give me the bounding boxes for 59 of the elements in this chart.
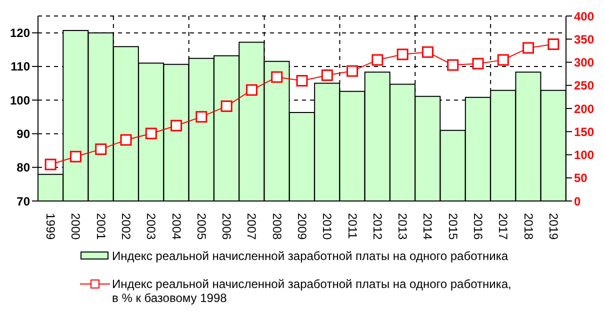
point <box>422 46 434 58</box>
point <box>120 134 132 146</box>
x-tick-label: 2013 <box>396 213 410 240</box>
point <box>145 128 157 140</box>
y2-tick-label: 350 <box>574 32 594 46</box>
x-tick-label: 2017 <box>496 213 510 240</box>
y-tick-label: 100 <box>10 93 30 108</box>
y-tick-label: 70 <box>16 194 30 208</box>
y2-tick-label: 150 <box>574 124 594 139</box>
x-tick-label: 2000 <box>68 213 83 240</box>
point <box>170 120 182 132</box>
x-tick-label: 2011 <box>345 213 360 240</box>
y-tick-label: 110 <box>10 60 30 74</box>
y-tick-label: 120 <box>10 26 30 40</box>
y-tick-label: 80 <box>16 160 30 175</box>
x-tick-label: 2008 <box>270 213 284 240</box>
point <box>296 75 308 86</box>
point <box>44 158 56 170</box>
point <box>271 71 283 83</box>
point <box>548 38 560 50</box>
x-tick-label: 2018 <box>521 213 536 240</box>
y2-tick-label: 400 <box>574 9 594 24</box>
x-tick-label: 2012 <box>370 213 384 240</box>
x-tick-label: 2005 <box>194 213 208 240</box>
point <box>246 84 258 96</box>
x-tick-label: 2019 <box>546 213 560 240</box>
x-tick-label: 2004 <box>169 213 184 240</box>
point <box>196 111 208 123</box>
point <box>497 54 509 66</box>
point <box>472 58 484 70</box>
y2-tick-label: 200 <box>574 102 594 116</box>
point <box>396 48 408 60</box>
point <box>346 65 358 77</box>
x-tick-label: 2016 <box>471 213 485 240</box>
x-tick-label: 1999 <box>44 213 58 240</box>
legend-label: Индекс реальной начисленной заработной платы на одного работника <box>112 249 508 263</box>
y2-tick-label: 250 <box>574 78 594 93</box>
x-tick-label: 2009 <box>295 213 309 240</box>
x-tick-label: 2010 <box>320 213 334 240</box>
y2-tick-label: 50 <box>574 171 588 186</box>
y-tick-label: 90 <box>16 126 30 141</box>
point <box>447 59 459 71</box>
point <box>95 143 107 155</box>
point <box>220 100 232 112</box>
point <box>522 42 534 54</box>
point <box>321 69 333 81</box>
x-tick-label: 2007 <box>244 213 259 240</box>
x-tick-label: 2001 <box>94 213 108 240</box>
x-tick-label: 2015 <box>446 213 460 240</box>
y2-tick-label: 100 <box>574 148 594 162</box>
legend-label: Индекс реальной начисленной заработной платы на одного работника, в % к базовому 1998 <box>112 277 512 305</box>
point <box>372 54 384 66</box>
x-tick-label: 2006 <box>220 213 234 240</box>
y2-tick-label: 300 <box>574 56 594 70</box>
x-tick-label: 2014 <box>420 213 435 240</box>
point <box>70 150 82 162</box>
x-tick-label: 2003 <box>144 213 158 240</box>
y2-tick-label: 0 <box>574 194 581 208</box>
x-tick-label: 2002 <box>119 213 133 240</box>
